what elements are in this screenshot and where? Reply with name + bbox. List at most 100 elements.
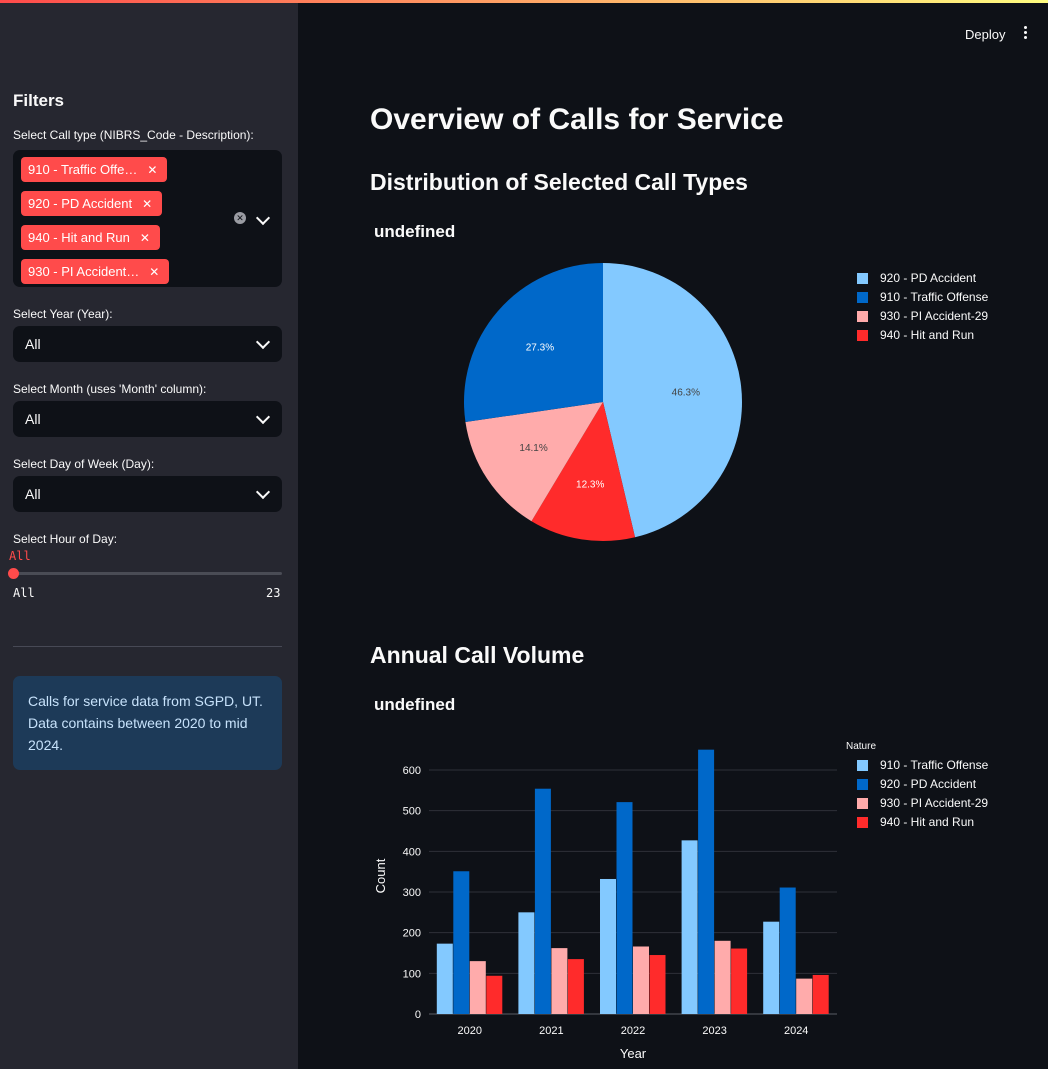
sidebar-title: Filters (13, 91, 65, 110)
pie-slice (465, 402, 603, 522)
hour-slider-min: All (13, 586, 35, 600)
remove-tag-icon[interactable]: ✕ (147, 163, 158, 177)
pie-slice-label: 14.1% (519, 443, 547, 454)
page-title: Overview of Calls for Service (370, 103, 784, 136)
bar-chart-title: undefined (374, 695, 456, 714)
tag-910[interactable]: 910 - Traffic Offe… ✕ (21, 157, 168, 182)
clear-all-icon[interactable]: ✕ (234, 212, 246, 224)
bar (486, 975, 503, 1014)
legend-label: 920 - PD Accident (880, 777, 977, 791)
legend-swatch (857, 292, 868, 303)
legend-label: 930 - PI Accident-29 (880, 796, 989, 810)
legend-swatch (857, 311, 868, 322)
bar (714, 940, 731, 1014)
year-value: All (25, 336, 41, 352)
tag-label: 930 - PI Accident… (28, 264, 140, 279)
deploy-button[interactable]: Deploy (965, 27, 1006, 42)
sidebar-divider (13, 646, 282, 647)
bar (567, 959, 584, 1014)
bar (649, 955, 666, 1014)
bar (551, 948, 568, 1014)
month-select[interactable]: All (13, 401, 282, 437)
pie-slice (464, 263, 603, 423)
sidebar: Filters Select Call type (NIBRS_Code - D… (0, 3, 298, 1069)
legend-label: 940 - Hit and Run (880, 815, 975, 829)
top-accent-bar (0, 0, 1048, 3)
bar (812, 974, 829, 1014)
bar (731, 948, 748, 1014)
tag-920[interactable]: 920 - PD Accident ✕ (21, 191, 163, 216)
tag-930[interactable]: 930 - PI Accident… ✕ (21, 259, 170, 284)
bar (796, 978, 813, 1014)
day-select[interactable]: All (13, 476, 282, 512)
tag-940[interactable]: 940 - Hit and Run ✕ (21, 225, 160, 250)
remove-tag-icon[interactable]: ✕ (142, 197, 153, 211)
x-axis-label: Year (620, 1046, 647, 1061)
legend-swatch (857, 779, 868, 790)
y-axis-label: Count (373, 858, 388, 893)
kebab-icon[interactable] (1024, 26, 1028, 41)
call-type-multiselect[interactable]: 910 - Traffic Offe… ✕ 920 - PD Accident ✕ … (13, 150, 282, 287)
legend-swatch (857, 273, 868, 284)
legend-swatch (857, 798, 868, 809)
legend-title: Nature (846, 741, 877, 752)
bar (518, 912, 535, 1014)
x-tick-label: 2024 (784, 1025, 808, 1037)
legend-label: 940 - Hit and Run (880, 328, 975, 342)
year-select[interactable]: All (13, 326, 282, 362)
bar (681, 840, 698, 1014)
bar (436, 943, 453, 1014)
y-tick-label: 100 (403, 968, 421, 980)
day-value: All (25, 486, 41, 502)
pie-slice (531, 402, 636, 541)
tag-label: 920 - PD Accident (28, 196, 133, 211)
hour-slider-value: All (9, 549, 31, 563)
bar (600, 878, 616, 1014)
bar (698, 749, 715, 1014)
month-value: All (25, 411, 41, 427)
bar (779, 887, 796, 1014)
bar (534, 788, 551, 1014)
x-tick-label: 2021 (539, 1025, 563, 1037)
bar (633, 946, 649, 1014)
year-label: Select Year (Year): (13, 307, 113, 321)
hour-slider-thumb[interactable] (8, 568, 19, 579)
hour-slider-max: 23 (266, 586, 281, 600)
month-label: Select Month (uses 'Month' column): (13, 382, 207, 396)
bar (763, 921, 780, 1014)
pie-slice-label: 27.3% (526, 342, 554, 353)
tag-label: 940 - Hit and Run (28, 230, 130, 245)
pie-chart-title: undefined (374, 222, 456, 241)
day-label: Select Day of Week (Day): (13, 457, 155, 471)
legend-swatch (857, 760, 868, 771)
legend-label: 930 - PI Accident-29 (880, 309, 989, 323)
x-tick-label: 2022 (621, 1025, 645, 1037)
x-tick-label: 2023 (702, 1025, 726, 1037)
x-tick-label: 2020 (458, 1025, 482, 1037)
pie-slice (603, 263, 742, 538)
y-tick-label: 0 (415, 1009, 421, 1021)
call-type-label: Select Call type (NIBRS_Code - Descripti… (13, 128, 254, 142)
legend-label: 910 - Traffic Offense (880, 290, 989, 304)
remove-tag-icon[interactable]: ✕ (139, 231, 150, 245)
pie-slice-label: 12.3% (576, 479, 604, 490)
info-box: Calls for service data from SGPD, UT. Da… (13, 676, 282, 770)
bar-section-heading: Annual Call Volume (370, 642, 585, 668)
legend-swatch (857, 330, 868, 341)
pie-slice-label: 46.3% (672, 387, 700, 398)
y-tick-label: 400 (403, 846, 421, 858)
y-tick-label: 200 (403, 928, 421, 940)
hour-slider-track[interactable] (13, 572, 282, 575)
legend-label: 920 - PD Accident (880, 271, 977, 285)
legend-label: 910 - Traffic Offense (880, 758, 989, 772)
hour-label: Select Hour of Day: (13, 532, 118, 546)
y-tick-label: 600 (403, 765, 421, 777)
y-tick-label: 300 (403, 887, 421, 899)
bar (616, 802, 633, 1014)
pie-section-heading: Distribution of Selected Call Types (370, 169, 748, 195)
legend-swatch (857, 817, 868, 828)
tag-label: 910 - Traffic Offe… (28, 162, 138, 177)
remove-tag-icon[interactable]: ✕ (149, 265, 160, 279)
y-tick-label: 500 (403, 806, 421, 818)
